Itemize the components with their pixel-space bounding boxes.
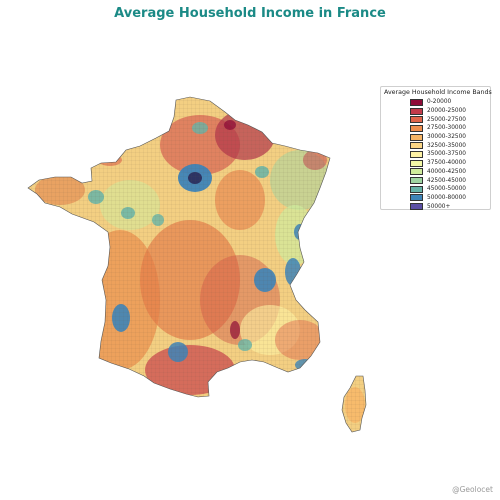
legend-label: 35000-37500 — [427, 151, 466, 158]
legend-swatch — [410, 185, 423, 193]
legend-item: 35000-37500 — [384, 150, 487, 159]
legend-item: 40000-42500 — [384, 168, 487, 177]
legend-swatch — [410, 98, 423, 106]
legend-item: 25000-27500 — [384, 115, 487, 124]
legend-item: 0-20000 — [384, 98, 487, 107]
legend-label: 42500-45000 — [427, 177, 466, 184]
legend-swatch — [410, 203, 423, 211]
legend-swatch — [410, 194, 423, 202]
legend-label: 50000-80000 — [427, 194, 466, 201]
legend: Average Household Income Bands 0-20000 20… — [380, 86, 492, 211]
credit-text: @Geolocet — [452, 485, 493, 494]
legend-item: 30000-32500 — [384, 133, 487, 142]
legend-label: 32500-35000 — [427, 142, 466, 149]
legend-items: 0-20000 20000-25000 25000-27500 27500-30000… — [384, 98, 487, 211]
map-title: Average Household Income in France — [114, 6, 386, 21]
legend-swatch — [410, 142, 423, 150]
legend-item: 27500-30000 — [384, 124, 487, 133]
mainland-outline — [27, 96, 331, 398]
legend-swatch — [410, 150, 423, 158]
legend-swatch — [410, 107, 423, 115]
legend-swatch — [410, 177, 423, 185]
legend-item: 37500-40000 — [384, 159, 487, 168]
legend-item: 50000-80000 — [384, 194, 487, 203]
legend-label: 37500-40000 — [427, 160, 466, 167]
legend-item: 45000-50000 — [384, 185, 487, 194]
legend-swatch — [410, 124, 423, 132]
legend-label: 50000+ — [427, 203, 451, 210]
legend-label: 27500-30000 — [427, 125, 466, 132]
legend-item: 20000-25000 — [384, 107, 487, 116]
legend-label: 0-20000 — [427, 99, 452, 106]
legend-swatch — [410, 116, 423, 124]
legend-item: 32500-35000 — [384, 141, 487, 150]
legend-label: 30000-32500 — [427, 134, 466, 141]
legend-swatch — [410, 159, 423, 167]
legend-title: Average Household Income Bands — [384, 89, 492, 96]
legend-label: 20000-25000 — [427, 108, 466, 115]
legend-label: 25000-27500 — [427, 116, 466, 123]
legend-swatch — [410, 133, 423, 141]
legend-swatch — [410, 168, 423, 176]
legend-item: 50000+ — [384, 202, 487, 211]
legend-label: 45000-50000 — [427, 186, 466, 193]
corsica-outline — [341, 375, 367, 433]
legend-label: 40000-42500 — [427, 168, 466, 175]
legend-item: 42500-45000 — [384, 176, 487, 185]
